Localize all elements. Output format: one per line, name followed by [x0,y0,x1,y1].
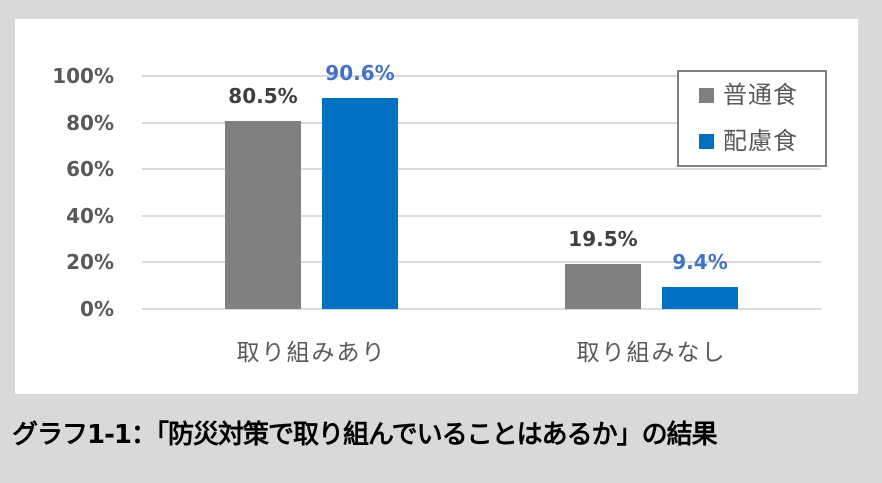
legend-item-special: 配慮食 [699,126,798,156]
legend-item-normal: 普通食 [699,80,798,110]
legend-label-normal: 普通食 [723,81,798,109]
bar [322,97,398,309]
y-tick-label: 100% [52,64,114,88]
y-tick-label: 0% [80,297,114,321]
gridline [142,214,821,217]
legend-label-special: 配慮食 [723,127,798,155]
bar-value-label: 19.5% [568,226,638,251]
x-category-label: 取り組みなし [576,340,727,366]
y-tick-label: 80% [66,110,114,135]
bar [565,263,641,309]
gridline [142,261,821,264]
y-tick-label: 20% [66,250,114,275]
gridline [142,121,821,124]
chart-legend: 普通食 配慮食 [677,70,827,167]
y-tick-label: 60% [66,157,114,182]
legend-swatch-special-icon [699,133,714,149]
bar-value-label: 9.4% [672,250,728,275]
gridline [142,75,821,77]
y-tick-label: 40% [66,203,114,228]
bar [225,121,301,309]
bar-value-label: 80.5% [228,84,298,109]
legend-swatch-normal-icon [699,87,714,103]
x-category-label: 取り組みあり [236,340,387,366]
chart-caption: グラフ1-1：「防災対策で取り組んでいることはあるか」の結果 [12,420,718,450]
gridline [142,308,821,310]
bar-value-label: 90.6% [325,60,395,85]
bar [662,287,738,309]
gridline [142,168,821,171]
